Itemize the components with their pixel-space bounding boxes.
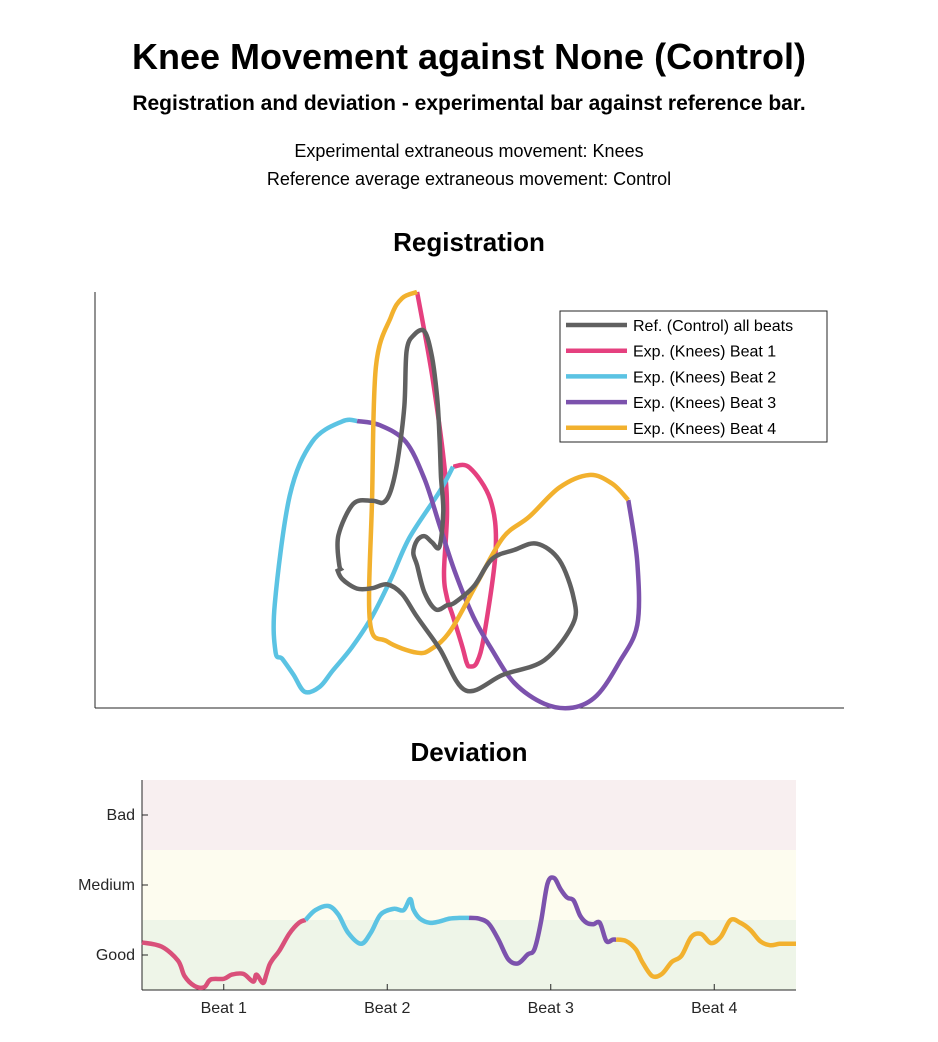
- registration-series-3: [356, 418, 642, 711]
- legend-label-2: Exp. (Knees) Beat 2: [633, 369, 776, 386]
- page-subtitle: Registration and deviation - experimenta…: [132, 92, 806, 115]
- info-reference: Reference average extraneous movement: C…: [266, 169, 672, 189]
- registration-title: Registration: [393, 227, 545, 257]
- registration-series-1: [414, 291, 499, 669]
- page-title: Knee Movement against None (Control): [131, 36, 807, 77]
- registration-legend: Ref. (Control) all beats Exp. (Knees) Bea…: [559, 310, 828, 443]
- deviation-title: Deviation: [410, 737, 528, 767]
- registration-series-0: [334, 327, 579, 694]
- registration-lines: [271, 289, 642, 711]
- registration-series-4: [366, 289, 630, 656]
- legend-label-4: Exp. (Knees) Beat 4: [633, 421, 776, 438]
- legend-label-0: Ref. (Control) all beats: [633, 318, 793, 335]
- legend-label-3: Exp. (Knees) Beat 3: [633, 395, 776, 412]
- registration-series-2: [271, 417, 455, 695]
- info-experimental: Experimental extraneous movement: Knees: [294, 141, 644, 161]
- legend-label-1: Exp. (Knees) Beat 1: [633, 344, 776, 361]
